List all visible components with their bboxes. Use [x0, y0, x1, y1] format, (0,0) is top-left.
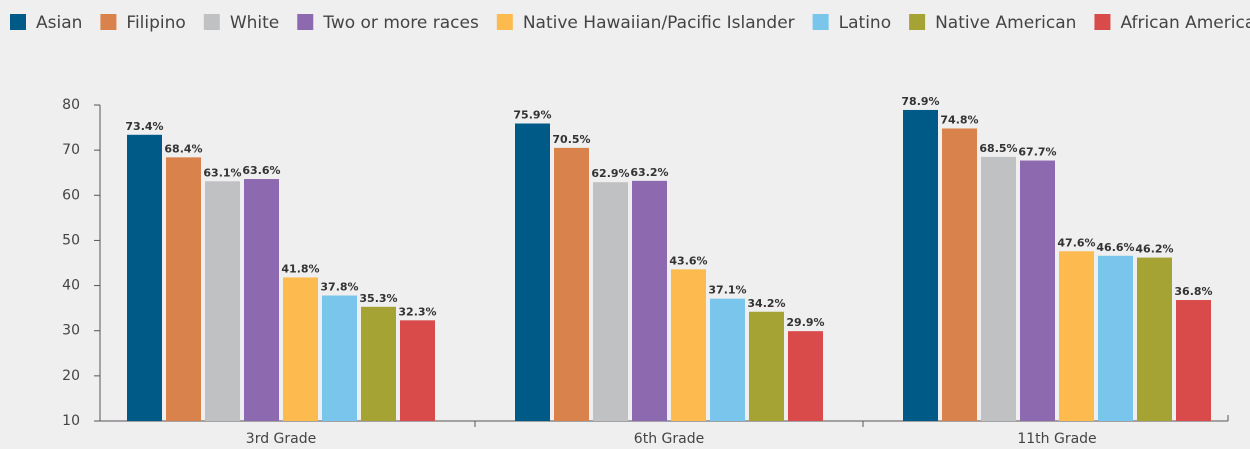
value-label: 67.7%	[1018, 146, 1056, 159]
bar	[1020, 160, 1055, 422]
legend-swatch	[203, 14, 220, 30]
bar	[788, 331, 823, 421]
legend-swatch	[10, 14, 26, 30]
bar	[554, 147, 589, 421]
y-tick-label: 80	[62, 97, 80, 113]
value-label: 78.9%	[901, 95, 939, 108]
legend-swatch	[812, 14, 829, 30]
value-label: 35.3%	[359, 292, 397, 305]
value-label: 62.9%	[591, 167, 629, 180]
bar	[593, 182, 628, 421]
value-label: 29.9%	[786, 316, 824, 329]
bar	[981, 156, 1016, 421]
y-tick-label: 40	[62, 278, 80, 294]
bar	[515, 123, 550, 421]
bar	[322, 295, 357, 421]
bar	[400, 320, 435, 421]
bar	[1098, 255, 1133, 421]
x-tick-label: 6th Grade	[634, 431, 704, 447]
bar	[166, 157, 201, 421]
value-label: 63.6%	[242, 164, 280, 177]
value-label: 74.8%	[940, 113, 978, 126]
bar	[942, 128, 977, 421]
value-label: 46.6%	[1096, 241, 1134, 254]
bar	[1059, 251, 1094, 421]
value-label: 36.8%	[1174, 285, 1212, 298]
bar	[903, 109, 938, 422]
legend-label: Native American	[935, 13, 1076, 33]
value-label: 75.9%	[513, 109, 551, 122]
value-label: 46.2%	[1135, 243, 1173, 256]
legend-swatch	[297, 14, 314, 30]
y-tick-label: 10	[62, 413, 80, 429]
bar	[632, 180, 667, 421]
bar	[710, 298, 745, 421]
legend-swatch	[1094, 14, 1111, 30]
x-tick-label: 11th Grade	[1017, 431, 1096, 447]
legend-label: Native Hawaiian/Pacific Islander	[523, 13, 795, 33]
legend-label: Filipino	[126, 13, 185, 33]
value-label: 73.4%	[125, 120, 163, 133]
value-label: 68.4%	[164, 142, 202, 155]
legend-label: Latino	[839, 13, 891, 33]
y-tick-label: 20	[62, 368, 80, 384]
y-tick-label: 60	[62, 187, 80, 203]
legend-label: Two or more races	[322, 13, 479, 33]
legend-swatch	[909, 14, 926, 30]
legend-label: White	[230, 13, 279, 33]
x-tick-label: 3rd Grade	[246, 431, 316, 447]
bar	[671, 269, 706, 421]
value-label: 43.6%	[669, 254, 707, 267]
bar	[127, 134, 162, 421]
legend-label: African American	[1120, 13, 1250, 33]
bar	[1137, 257, 1172, 421]
value-label: 41.8%	[281, 262, 319, 275]
value-label: 32.3%	[398, 305, 436, 318]
legend-label: Asian	[36, 13, 82, 33]
legend-swatch	[496, 14, 513, 30]
value-label: 34.2%	[747, 297, 785, 310]
value-label: 37.8%	[320, 281, 358, 294]
bar	[361, 306, 396, 421]
value-label: 63.2%	[630, 166, 668, 179]
bar	[283, 277, 318, 421]
bar	[749, 311, 784, 421]
bar	[205, 181, 240, 421]
value-label: 63.1%	[203, 166, 241, 179]
y-tick-label: 50	[62, 232, 80, 248]
legend-swatch	[100, 14, 117, 30]
bar	[244, 179, 279, 421]
y-tick-label: 70	[62, 142, 80, 158]
value-label: 47.6%	[1057, 236, 1095, 249]
y-tick-label: 30	[62, 323, 80, 339]
bar	[1176, 300, 1211, 421]
value-label: 37.1%	[708, 284, 746, 297]
value-label: 68.5%	[979, 142, 1017, 155]
value-label: 70.5%	[552, 133, 590, 146]
